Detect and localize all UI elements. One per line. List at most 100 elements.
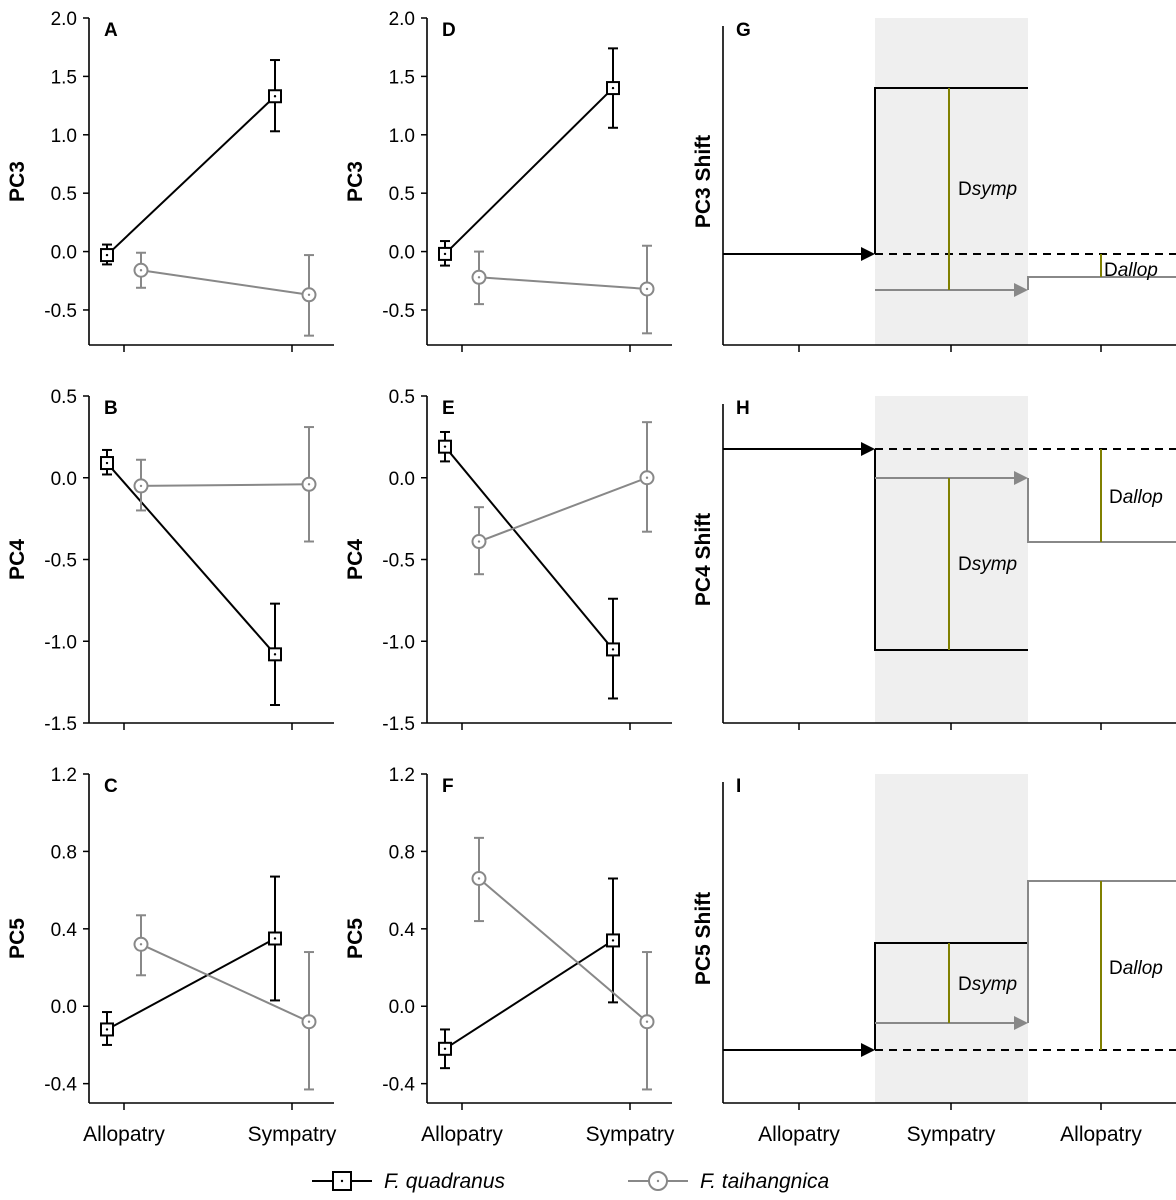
marker-dot	[645, 287, 649, 291]
y-tick-label: 1.0	[389, 126, 415, 147]
quadranus-allopatry-arrow-head	[861, 247, 875, 261]
marker-dot	[273, 95, 277, 98]
y-axis-title: PC5 Shift	[692, 892, 715, 985]
y-tick-label: 0.0	[51, 243, 77, 264]
distance-label: Dsymp	[958, 554, 1017, 575]
y-tick-label: -1.5	[382, 714, 415, 735]
marker-dot	[611, 86, 615, 90]
series-line	[478, 276, 648, 290]
marker-dot	[340, 1179, 344, 1183]
quadranus-sympatry-line	[874, 87, 1028, 254]
taihangnica-allopatry-line	[1027, 880, 1176, 1023]
y-tick-label: 0.0	[389, 997, 415, 1018]
series-taihangnica	[471, 836, 655, 1091]
y-tick-label: -0.4	[382, 1075, 415, 1096]
y-tick-label: 0.5	[51, 184, 77, 205]
y-tick-label: -1.0	[382, 632, 415, 653]
quadranus-sympatry-line	[874, 942, 1028, 1050]
y-tick-label: 0.4	[389, 920, 416, 941]
legend-item: F. quadranus	[312, 1170, 506, 1193]
y-tick-label: 1.2	[51, 765, 77, 786]
y-tick-label: 0.8	[51, 842, 77, 863]
y-tick-label: 0.5	[389, 387, 415, 408]
marker-dot	[477, 540, 481, 543]
y-axis-title: PC5	[344, 918, 367, 959]
series-line	[140, 269, 310, 296]
y-tick-label: 0.0	[51, 469, 77, 490]
marker-dot	[273, 937, 277, 940]
y-axis-title: PC3	[344, 161, 367, 202]
series-line	[140, 943, 310, 1023]
series-quadranus	[438, 877, 620, 1070]
y-axis-title: PC3 Shift	[692, 135, 715, 228]
y-tick-label: 0.0	[51, 997, 77, 1018]
panel-letter: F	[442, 776, 454, 797]
series-taihangnica	[133, 251, 317, 337]
panel-i: Allopatry Sympatry Allopatry PC5 Shift I Dsym…	[692, 774, 1176, 1146]
marker-dot	[105, 461, 109, 465]
series-taihangnica	[133, 914, 317, 1091]
y-tick-label: 0.8	[389, 842, 415, 863]
y-axis-title: PC5	[6, 918, 29, 959]
marker-dot	[307, 483, 311, 486]
y-tick-label: 1.5	[51, 67, 77, 88]
taihangnica-arrow-head	[1014, 283, 1028, 297]
marker-dot	[273, 653, 277, 656]
x-category-label: Allopatry	[421, 1123, 503, 1146]
y-axis-title: PC4 Shift	[692, 513, 715, 606]
series-quadranus	[438, 430, 620, 700]
x-category-label: Sympatry	[907, 1123, 996, 1146]
panel-letter: E	[442, 398, 455, 419]
marker-dot	[139, 943, 143, 946]
y-tick-label: 0.5	[51, 387, 77, 408]
panel-f: 1.2 0.8 0.4 0.0 -0.4 Allopatry Sympatry PC5 F	[344, 765, 675, 1146]
marker-dot	[307, 1020, 311, 1023]
distance-label: Dsymp	[958, 974, 1017, 995]
series-line	[444, 939, 614, 1050]
distance-label: Dsymp	[958, 179, 1017, 200]
y-tick-label: 0.5	[389, 184, 415, 205]
panel-letter: B	[104, 398, 118, 419]
quadranus-sympatry-line	[874, 449, 1028, 651]
y-tick-label: 1.0	[51, 126, 77, 147]
marker-dot	[105, 253, 109, 257]
x-category-label: Sympatry	[248, 1123, 337, 1146]
plots-layer: 2.0 1.5 1.0 0.5 0.0 -0.5 PC3 A 0.5 0.0 -0.5 -1.0 -1.…	[6, 9, 1176, 1146]
series-line	[478, 476, 648, 543]
panel-c: 1.2 0.8 0.4 0.0 -0.4 Allopatry Sympatry PC5 C	[6, 765, 337, 1146]
y-tick-label: 2.0	[51, 9, 77, 30]
panel-g: PC3 Shift G Dsymp Dallop	[692, 18, 1176, 352]
series-line	[444, 87, 614, 255]
panel-letter: G	[736, 20, 751, 41]
y-tick-label: 0.0	[389, 469, 415, 490]
marker-dot	[139, 484, 143, 488]
series-quadranus	[438, 47, 620, 267]
y-tick-label: -0.5	[44, 301, 77, 322]
y-tick-label: -1.0	[44, 632, 77, 653]
series-quadranus	[100, 59, 282, 266]
marker-dot	[611, 648, 615, 651]
series-quadranus	[100, 448, 282, 707]
marker-dot	[443, 445, 447, 448]
panel-letter: I	[736, 776, 741, 797]
series-taihangnica	[471, 421, 655, 576]
taihangnica-allopatry-line	[1027, 478, 1176, 543]
y-tick-label: -0.5	[382, 551, 415, 572]
y-tick-label: 0.0	[389, 243, 415, 264]
marker-dot	[656, 1179, 660, 1183]
y-axis-title: PC4	[6, 539, 29, 580]
x-category-label: Allopatry	[83, 1123, 165, 1146]
series-line	[106, 937, 276, 1031]
marker-dot	[443, 252, 447, 256]
panel-d: 2.0 1.5 1.0 0.5 0.0 -0.5 PC3 D	[344, 9, 672, 352]
y-tick-label: 1.2	[389, 765, 415, 786]
sympatry-shade	[875, 774, 1028, 1103]
panel-b: 0.5 0.0 -0.5 -1.0 -1.5 PC4 B	[6, 387, 334, 735]
quadranus-allopatry-arrow-head	[861, 442, 875, 456]
taihangnica-arrow-head	[1014, 471, 1028, 485]
marker-dot	[645, 476, 649, 479]
y-tick-label: 1.5	[389, 67, 415, 88]
series-line	[478, 877, 648, 1023]
y-tick-label: 2.0	[389, 9, 415, 30]
y-axis-title: PC4	[344, 539, 367, 580]
